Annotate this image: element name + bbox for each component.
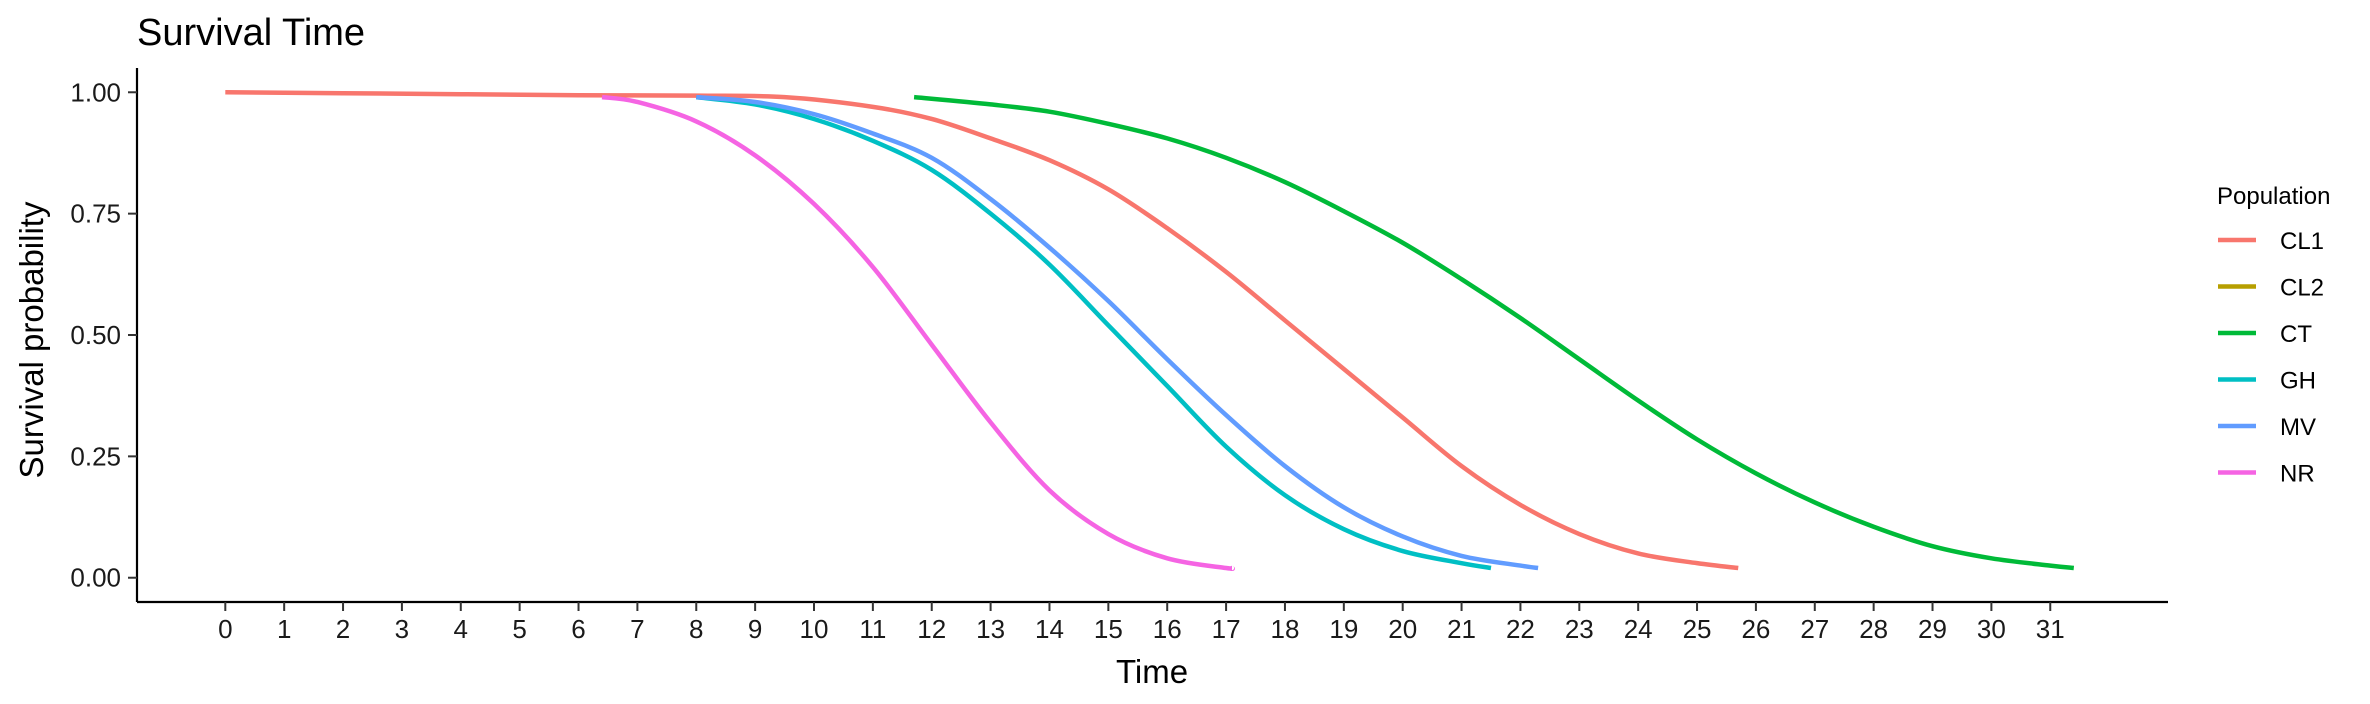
legend-label-mv: MV xyxy=(2280,414,2316,441)
y-axis-ticks: 0.00 0.25 0.50 0.75 1.00 xyxy=(70,77,137,593)
series-line-gh xyxy=(695,94,1492,571)
x-tick-label: 27 xyxy=(1800,614,1829,644)
x-tick-label: 21 xyxy=(1447,614,1476,644)
x-tick-label: 22 xyxy=(1506,614,1535,644)
legend-label-gh: GH xyxy=(2280,368,2316,395)
x-tick-label: 17 xyxy=(1212,614,1241,644)
x-tick-label: 20 xyxy=(1388,614,1417,644)
x-tick-label: 1 xyxy=(277,614,291,644)
series-line-nr xyxy=(601,94,1235,571)
y-tick-label: 0.75 xyxy=(70,199,121,229)
x-tick-label: 29 xyxy=(1918,614,1947,644)
x-tick-label: 18 xyxy=(1270,614,1299,644)
x-tick-label: 25 xyxy=(1683,614,1712,644)
y-tick-label: 0.50 xyxy=(70,320,121,350)
chart-title: Survival Time xyxy=(137,12,365,54)
x-tick-label: 7 xyxy=(630,614,644,644)
y-tick-label: 0.00 xyxy=(70,563,121,593)
x-tick-label: 12 xyxy=(917,614,946,644)
y-axis-title: Survival probability xyxy=(13,201,50,478)
x-axis-ticks: 0 1 2 3 4 5 6 7 8 9 10 11 12 13 14 15 16 17 18 19 20 21 22 23 24… xyxy=(218,602,2065,644)
x-tick-label: 4 xyxy=(454,614,468,644)
x-tick-label: 0 xyxy=(218,614,232,644)
y-tick-label: 0.25 xyxy=(70,441,121,471)
x-tick-label: 9 xyxy=(748,614,762,644)
x-tick-label: 5 xyxy=(512,614,526,644)
legend-label-ct: CT xyxy=(2280,321,2312,348)
series-line-mv xyxy=(696,94,1539,571)
x-tick-label: 16 xyxy=(1153,614,1182,644)
legend-label-cl1: CL1 xyxy=(2280,228,2324,255)
x-tick-label: 11 xyxy=(859,614,886,644)
legend-items: CL1 CL2 CT GH MV NR xyxy=(2218,228,2324,488)
x-tick-label: 30 xyxy=(1977,614,2006,644)
legend: Population CL1 CL2 CT GH MV NR xyxy=(2217,183,2330,488)
series-layer xyxy=(225,90,2075,571)
x-tick-label: 28 xyxy=(1859,614,1888,644)
plot-area: 0 1 2 3 4 5 6 7 8 9 10 11 12 13 14 15 16 17 18 19 20 21 22 23 24… xyxy=(70,68,2168,644)
series-line-cl1 xyxy=(225,90,1739,571)
x-tick-label: 24 xyxy=(1624,614,1653,644)
x-tick-label: 15 xyxy=(1094,614,1123,644)
x-tick-label: 19 xyxy=(1329,614,1358,644)
x-tick-label: 10 xyxy=(800,614,829,644)
x-tick-label: 3 xyxy=(395,614,409,644)
x-tick-label: 31 xyxy=(2036,614,2065,644)
legend-label-cl2: CL2 xyxy=(2280,275,2324,302)
x-tick-label: 2 xyxy=(336,614,350,644)
x-tick-label: 8 xyxy=(689,614,703,644)
x-tick-label: 23 xyxy=(1565,614,1594,644)
x-tick-label: 14 xyxy=(1035,614,1064,644)
x-tick-label: 6 xyxy=(571,614,585,644)
x-axis-title: Time xyxy=(1116,653,1188,690)
x-tick-label: 26 xyxy=(1741,614,1770,644)
legend-title: Population xyxy=(2217,183,2330,210)
legend-label-nr: NR xyxy=(2280,461,2315,488)
x-tick-label: 13 xyxy=(976,614,1005,644)
series-line-ct xyxy=(913,94,2075,571)
y-tick-label: 1.00 xyxy=(70,77,121,107)
